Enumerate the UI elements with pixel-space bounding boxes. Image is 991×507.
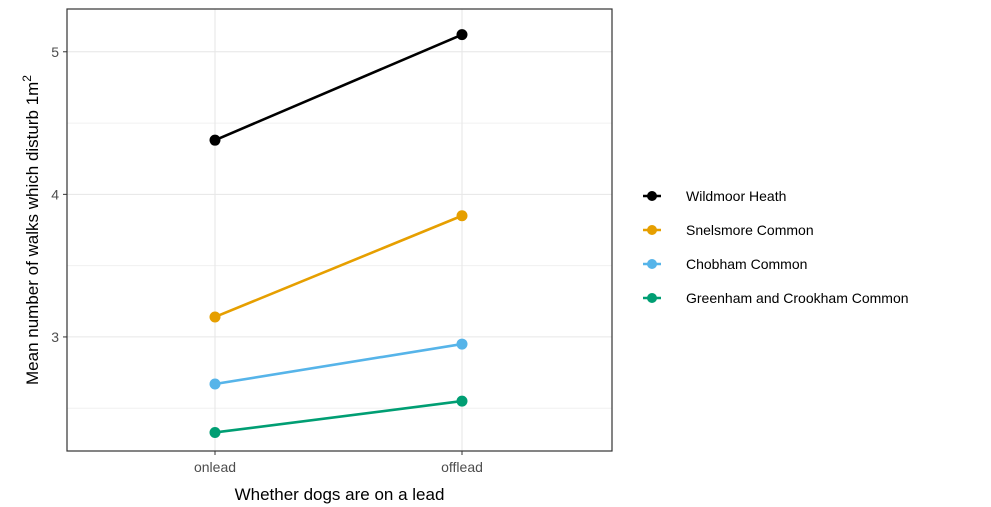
series-1-point-onlead: [209, 311, 221, 323]
series-line-3: [214, 399, 463, 434]
series-1: [209, 210, 468, 323]
series-3-point-offlead: [456, 395, 468, 407]
series-line-2: [214, 342, 463, 386]
x-tick-label-offlead: offlead: [441, 459, 483, 475]
legend-item-2: Chobham Common: [643, 256, 807, 272]
y-tick-label-1: 4: [51, 186, 59, 202]
y-axis: 3 4 5: [51, 44, 67, 345]
series-2-point-onlead: [209, 378, 221, 390]
y-axis-title-superscript: 2: [20, 75, 34, 82]
series-line-1: [214, 214, 463, 319]
legend-item-1: Snelsmore Common: [643, 222, 814, 238]
grid: [67, 9, 612, 451]
series-line-0: [214, 33, 463, 142]
series-3-point-onlead: [209, 426, 221, 438]
legend-key-point-3: [647, 293, 657, 303]
legend-item-0: Wildmoor Heath: [643, 188, 786, 204]
legend-item-3: Greenham and Crookham Common: [643, 290, 909, 306]
x-axis-title: Whether dogs are on a lead: [235, 485, 445, 504]
y-tick-label-2: 5: [51, 44, 59, 60]
legend-key-point-2: [647, 259, 657, 269]
legend-label-1: Snelsmore Common: [686, 222, 814, 238]
series-2-point-offlead: [456, 338, 468, 350]
legend-key-point-0: [647, 191, 657, 201]
legend: Wildmoor Heath Snelsmore Common Chobham Co…: [643, 188, 909, 306]
legend-label-3: Greenham and Crookham Common: [686, 290, 909, 306]
series-0-point-offlead: [456, 29, 468, 41]
legend-label-0: Wildmoor Heath: [686, 188, 786, 204]
plot-panel-border: [66, 8, 613, 452]
legend-key-point-1: [647, 225, 657, 235]
series-0-point-onlead: [209, 134, 221, 146]
x-axis: onlead offlead: [194, 451, 483, 475]
y-tick-label-0: 3: [51, 329, 59, 345]
series-3: [209, 395, 468, 438]
y-axis-title: Mean number of walks which disturb 1m2: [20, 75, 42, 385]
series-0: [209, 29, 468, 146]
series-1-point-offlead: [456, 210, 468, 222]
x-tick-label-onlead: onlead: [194, 459, 236, 475]
series-2: [209, 338, 468, 390]
legend-label-2: Chobham Common: [686, 256, 807, 272]
series-layer: [209, 29, 468, 438]
y-axis-title-main: Mean number of walks which disturb 1m: [23, 82, 42, 385]
